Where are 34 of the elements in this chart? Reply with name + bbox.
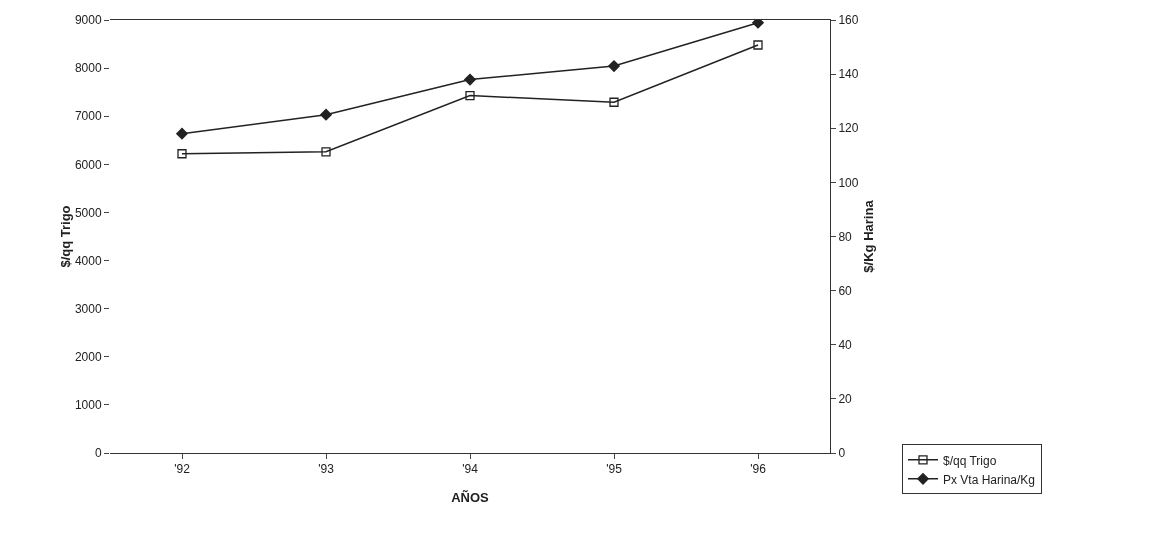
legend-label: Px Vta Harina/Kg [943,472,1036,487]
y2-tick-label: 0 [838,446,846,461]
y-tick-label: 1000 [74,398,102,413]
y-tick-label: 9000 [74,13,102,28]
y2-tick-label: 100 [838,175,859,190]
x-axis-title: AÑOS [451,490,490,505]
y-tick-label: 0 [94,446,102,461]
y2-tick-label: 120 [838,121,859,136]
x-tick-label: '94 [462,462,479,477]
y2-tick-label: 140 [838,67,859,82]
point [753,40,763,50]
point [321,147,331,157]
y2-tick-label: 40 [838,337,853,352]
x-tick-label: '93 [318,462,335,477]
y-tick-label: 2000 [74,349,102,364]
y2-tick-label: 20 [838,392,853,407]
y-tick-label: 8000 [74,61,102,76]
x-tick-label: '96 [750,462,767,477]
x-tick-label: '95 [606,462,623,477]
y-tick-label: 5000 [74,205,102,220]
y-tick-label: 7000 [74,109,102,124]
point [609,97,619,107]
y2-tick-label: 160 [838,13,859,28]
y2-tick-label: 60 [838,283,853,298]
point [177,149,187,159]
y2-axis-title: $/Kg Harina [860,199,876,273]
y-tick-label: 3000 [74,301,102,316]
y-tick-label: 4000 [74,253,102,268]
x-tick-label: '92 [174,462,191,477]
legend-label: $/qq Trigo [943,453,997,468]
y-axis-title: $/qq Trigo [57,205,73,268]
y-tick-label: 6000 [74,157,102,172]
y2-tick-label: 80 [838,229,853,244]
point [465,90,475,101]
